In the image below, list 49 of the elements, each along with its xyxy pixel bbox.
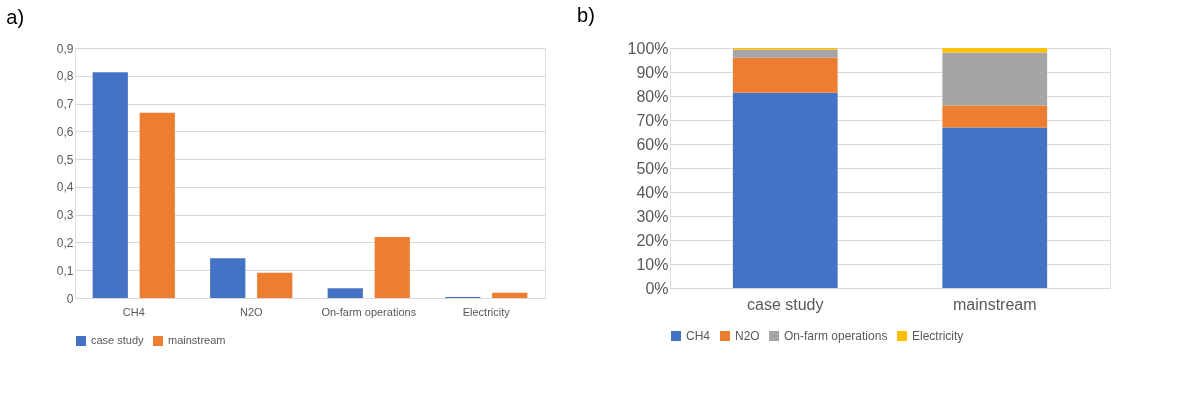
chart-title: a) [6, 6, 25, 28]
legend-label: CH4 [686, 329, 711, 343]
bar [732, 49, 838, 58]
y-tick-label: 70% [636, 111, 669, 129]
bar [210, 258, 246, 298]
bar [942, 48, 1048, 53]
x-tick-label: N2O [239, 305, 263, 318]
y-tick-label: 40% [636, 183, 669, 201]
y-tick-label: 60% [636, 135, 669, 153]
bar [942, 52, 1048, 106]
x-tick-label: mainstream [952, 295, 1037, 313]
y-tick-label: 100% [627, 39, 669, 57]
y-tick-label: 0% [645, 279, 669, 297]
bar [732, 57, 838, 93]
y-tick-label: 90% [636, 63, 669, 81]
y-tick-label: 0,2 [56, 235, 74, 250]
y-tick-label: 10% [636, 255, 669, 273]
y-tick-label: 50% [636, 159, 669, 177]
bar [374, 236, 410, 298]
y-tick-label: 30% [636, 207, 669, 225]
legend-label: case study [91, 334, 145, 346]
y-tick-label: 0,6 [56, 124, 74, 139]
legend-label: mainstream [168, 334, 226, 346]
x-tick-label: CH4 [122, 305, 145, 318]
bar [139, 112, 175, 298]
legend-label: Electricity [912, 329, 964, 343]
y-tick-label: 0 [66, 291, 74, 306]
x-tick-label: On-farm operations [321, 305, 417, 318]
y-tick-label: 0,4 [56, 180, 74, 195]
bar [942, 105, 1048, 128]
bar [92, 72, 128, 298]
x-tick-label: Electricity [462, 305, 511, 318]
x-tick-label: case study [747, 295, 824, 313]
y-tick-label: 0,3 [56, 208, 74, 223]
legend-label: On-farm operations [784, 329, 888, 343]
y-tick-label: 0,1 [56, 263, 74, 278]
y-tick-label: 0,8 [56, 69, 74, 84]
y-tick-label: 20% [636, 231, 669, 249]
y-tick-label: 0,7 [56, 97, 74, 112]
legend-label: N2O [735, 329, 760, 343]
y-tick-label: 80% [636, 87, 669, 105]
bar [492, 292, 528, 298]
chart-title: b) [577, 4, 595, 26]
y-tick-label: 0,9 [56, 41, 74, 56]
y-tick-label: 0,5 [56, 152, 74, 167]
bar [732, 92, 838, 288]
bar [327, 288, 363, 298]
bar [942, 127, 1048, 288]
bar [257, 272, 293, 298]
